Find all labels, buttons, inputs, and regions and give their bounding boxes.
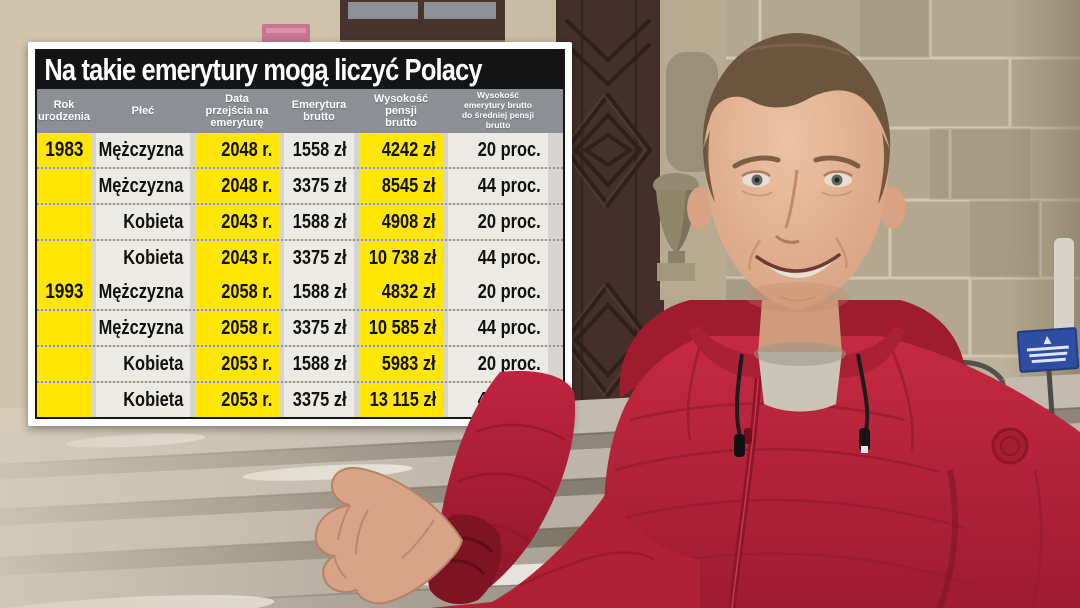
hair-highlight: [744, 43, 851, 57]
eyebrows: [732, 155, 861, 169]
table-row: Mężczyzna 2058 r. 3375 zł 10 585 zł 44 p…: [37, 309, 563, 345]
arm-crease: [937, 469, 959, 608]
table-row: Mężczyzna 2048 r. 3375 zł 8545 zł 44 pro…: [37, 167, 563, 203]
table-row: 1983 Mężczyzna 2048 r. 1558 zł 4242 zł 2…: [37, 133, 563, 167]
table-header-row: Rok urodzenia Płeć Data przejścia na eme…: [37, 89, 563, 133]
nose: [774, 169, 800, 244]
table-row: Kobieta 2053 r. 3375 zł 13 115 zł 44 pro…: [37, 381, 563, 417]
undershirt: [758, 352, 842, 412]
column-header-data: Data przejścia na emeryturę: [205, 92, 269, 130]
smile: [748, 237, 848, 302]
table-title: Na takie emerytury mogą liczyć Polacy: [44, 52, 482, 87]
right-ear: [880, 187, 906, 229]
drawstring-left: [734, 353, 745, 457]
sleeve-badge: [991, 427, 1029, 465]
left-ear: [687, 187, 713, 229]
sign-glyph: [1043, 336, 1052, 345]
neck: [758, 300, 842, 354]
zipper: [728, 351, 764, 608]
pension-table: Na takie emerytury mogą liczyć Polacy Ro…: [28, 42, 572, 426]
collar-right: [840, 326, 905, 378]
column-header-procent: Wysokość emerytury brutto do średniej pe…: [461, 90, 535, 130]
table-row: Kobieta 2043 r. 3375 zł 10 738 zł 44 pro…: [37, 239, 563, 275]
jaw-shading: [746, 282, 850, 312]
table-row: Kobieta 2053 r. 1588 zł 5983 zł 20 proc.: [37, 345, 563, 381]
table-title-bar: Na takie emerytury mogą liczyć Polacy: [37, 51, 563, 89]
door-top-window: [340, 0, 505, 46]
hair-side-left: [703, 130, 715, 202]
chin-shadow: [754, 342, 846, 366]
table-row: 1993 Mężczyzna 2058 r. 1588 zł 4832 zł 2…: [37, 275, 563, 309]
stairs-haze: [0, 408, 540, 608]
table-body: 1983 Mężczyzna 2048 r. 1558 zł 4242 zł 2…: [37, 133, 563, 417]
column-header-emerytura: Emerytura brutto: [291, 98, 347, 123]
man-portrait: [603, 33, 1080, 608]
eyes: [741, 170, 853, 197]
jacket-body: [603, 336, 1080, 608]
column-header-plec: Płeć: [131, 104, 155, 117]
drawstring-right: [856, 353, 870, 453]
hair: [702, 33, 891, 150]
column-header-rok: Rok urodzenia: [38, 98, 90, 123]
column-header-pensja: Wysokość pensji brutto: [373, 92, 429, 130]
table-row: Kobieta 2043 r. 1588 zł 4908 zł 20 proc.: [37, 203, 563, 239]
pink-sign-stripe: [266, 28, 306, 33]
hair-side-right: [878, 132, 890, 204]
